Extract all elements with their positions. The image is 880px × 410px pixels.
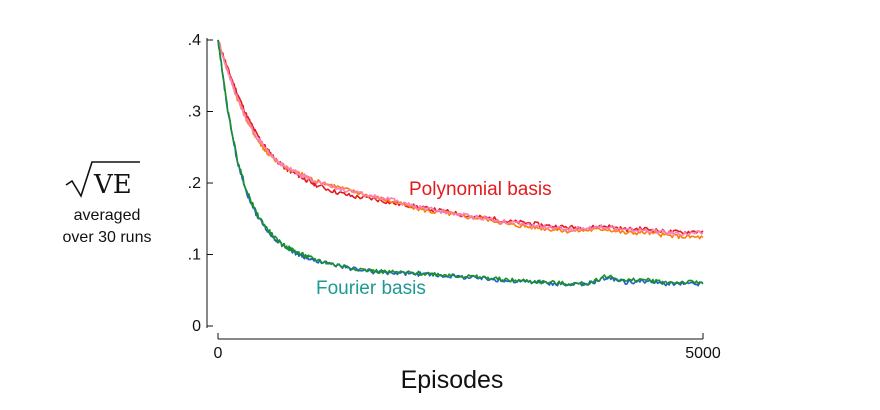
series-group (217, 39, 704, 287)
x-tick-label: 0 (214, 345, 223, 362)
y-tick-label: 0 (192, 318, 201, 335)
x-tick-label: 5000 (685, 345, 721, 362)
y-tick-label: .3 (188, 104, 201, 121)
series-line-1 (217, 39, 704, 240)
y-tick-label: .1 (188, 247, 201, 264)
annotation-fourier-basis: Fourier basis (316, 278, 426, 299)
y-tick-label: .2 (188, 175, 201, 192)
series-line-0 (217, 39, 704, 235)
sqrt-sign-icon (65, 161, 140, 198)
y-label-line2: averaged (74, 207, 141, 224)
x-axis-title: Episodes (401, 366, 504, 394)
y-label-main: VE (93, 170, 132, 200)
annotation-polynomial-basis: Polynomial basis (409, 179, 552, 200)
y-axis-label: VE averaged over 30 runs (63, 161, 152, 246)
y-label-line3: over 30 runs (63, 229, 152, 246)
series-line-4 (217, 39, 704, 287)
y-tick-label: .4 (188, 32, 201, 49)
series-line-2 (217, 39, 704, 237)
x-ticks: 0 5000 (214, 333, 721, 362)
y-ticks: 0 .1 .2 .3 .4 (188, 32, 213, 335)
